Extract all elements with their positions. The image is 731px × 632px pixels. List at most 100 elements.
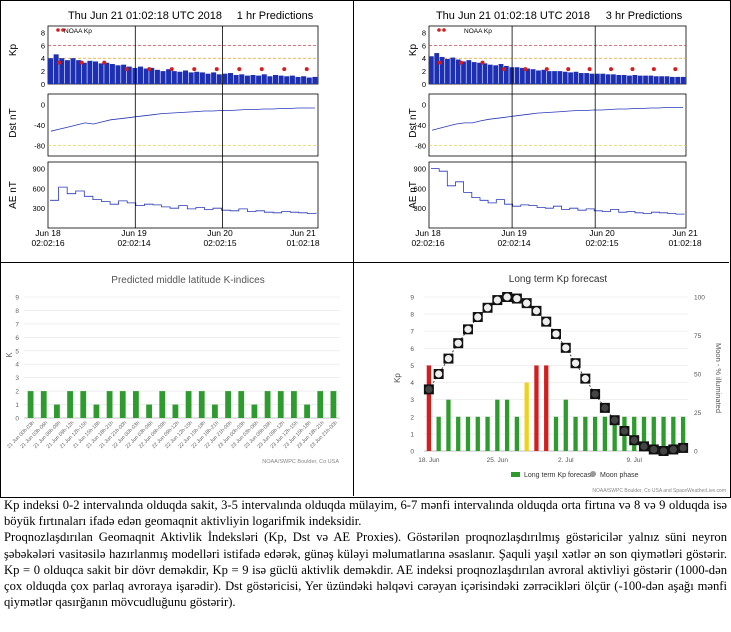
k-bar — [80, 391, 87, 418]
lt-kp-tick-label: 8 — [410, 312, 414, 319]
noaa-kp-dot — [214, 67, 219, 72]
lt-x-tick-label: 18. Jun — [418, 457, 440, 464]
kp-bar — [503, 65, 509, 84]
moon-disc — [435, 370, 443, 378]
lt-x-tick-label: 2. Jul — [558, 457, 574, 464]
moon-disc — [503, 293, 511, 301]
kp-bar — [616, 74, 622, 84]
kp-bar — [205, 73, 211, 84]
ae-axis-label: AE nT — [408, 181, 419, 209]
lt-kp-bar — [456, 416, 461, 451]
kp-bar — [273, 74, 279, 84]
moon-disc — [640, 442, 648, 450]
lt-kp-bar — [641, 416, 647, 451]
kp-bar — [267, 76, 273, 84]
kp-bar — [53, 54, 59, 84]
k-bar — [159, 391, 166, 418]
kp-bar — [637, 75, 643, 84]
noaa-kp-dot — [630, 67, 635, 72]
kp-bar — [562, 71, 568, 84]
lt-kp-bar — [592, 416, 598, 451]
k-indices-chart: Predicted middle latitude K-indices K NO… — [5, 275, 340, 465]
x-axis-labels: Jun 18 Jun 19 Jun 20 Jun 21 02:02:16 02:… — [411, 228, 701, 248]
noaa-kp-dot — [566, 67, 571, 72]
three-hour-predictions-panel: Thu Jun 21 01:02:18 UTC 2018 3 hr Predic… — [354, 0, 730, 262]
kp-bar — [132, 67, 138, 84]
ae-plot-frame — [47, 161, 319, 229]
k-bar — [264, 391, 271, 418]
lt-chart-title: Long term Kp forecast — [509, 274, 608, 285]
lt-kp-bar — [465, 416, 471, 451]
lt-moon-tick-label: 75 — [694, 333, 702, 340]
k-bar — [40, 391, 47, 418]
moon-disc — [454, 339, 462, 347]
lt-kp-bar — [426, 365, 432, 451]
lt-kp-bar — [573, 416, 578, 451]
dst-axis-label: Dst nT — [408, 108, 419, 137]
kp-bar — [632, 74, 638, 84]
kp-bar — [552, 71, 557, 84]
moon-disc — [620, 427, 629, 435]
lt-kp-bar — [602, 416, 608, 451]
kp-axis-label: Kp — [408, 43, 419, 56]
kp-bar — [121, 64, 127, 84]
noaa-kp-dot — [609, 67, 614, 72]
dst-tick-label: -40 — [415, 121, 426, 130]
noaa-kp-dot — [587, 67, 592, 72]
moon-disc — [552, 330, 560, 338]
kp-bar — [487, 64, 493, 84]
k-bar — [27, 391, 34, 418]
kp-bar — [76, 60, 82, 84]
kp-bar — [434, 53, 440, 84]
kp-bar — [482, 63, 488, 84]
k-tick-label: 3 — [15, 375, 19, 382]
moon-disc — [659, 447, 668, 455]
noaa-kp-dot — [57, 60, 62, 65]
lt-x-tick-label: 25. Jun — [487, 457, 509, 464]
noaa-kp-dot — [544, 67, 549, 72]
moon-disc — [513, 294, 521, 303]
dst-tick-label: -80 — [415, 142, 426, 151]
noaa-kp-dot — [651, 67, 656, 72]
moon-disc — [571, 359, 580, 367]
noaa-kp-dot — [169, 67, 174, 72]
caption-kp-definition: Kp indeksi 0-2 intervalında olduqda saki… — [4, 498, 727, 529]
kp-bar — [233, 74, 239, 84]
lt-moon-tick-label: 25 — [694, 410, 702, 417]
k-bar — [225, 391, 231, 418]
kp-bar — [98, 63, 104, 84]
kp-bar — [611, 74, 616, 84]
k-bar — [198, 391, 205, 418]
lt-kp-tick-label: 1 — [410, 431, 414, 438]
k-tick-label: 7 — [15, 321, 19, 328]
lt-chart-credit: NOAA/SWPC Boulder, Co USA and SpaceWeath… — [592, 488, 726, 494]
k-bar — [54, 404, 60, 418]
dst-tick-label: 0 — [41, 100, 45, 109]
kp-bar — [250, 74, 256, 84]
k-bar — [172, 404, 179, 418]
dst-plot-frame — [428, 93, 687, 157]
x-time-label: 02:02:15 — [203, 238, 236, 248]
noaa-kp-dot — [192, 67, 197, 72]
long-term-kp-panel: Long term Kp forecast Kp Moon - % illumi… — [354, 263, 730, 496]
noaa-kp-dot — [147, 67, 152, 72]
moon-disc — [562, 344, 570, 352]
k-tick-label: 2 — [15, 389, 19, 396]
kp-bar — [166, 69, 172, 84]
kp-bar — [461, 61, 466, 84]
caption-proxies-description: Proqnozlaşdırılan Geomaqnit Aktivlik İnd… — [4, 530, 727, 610]
moon-disc — [523, 299, 531, 307]
dst-axis-label: Dst nT — [8, 108, 19, 137]
x-date-label: Jun 20 — [589, 228, 615, 238]
kp-bar — [546, 71, 552, 84]
noaa-kp-dot — [673, 67, 678, 72]
k-bar — [185, 391, 192, 418]
kp-bar — [621, 74, 627, 84]
kp-tick-label: 6 — [422, 41, 426, 50]
legend-label: NOAA Kp — [64, 28, 92, 35]
legend-dot — [61, 28, 65, 32]
kp-tick-label: 8 — [422, 28, 426, 37]
x-time-label: 02:02:14 — [117, 238, 150, 248]
lt-moon-axis-label: Moon - % illuminated — [714, 343, 723, 413]
kp-bar — [509, 67, 515, 84]
